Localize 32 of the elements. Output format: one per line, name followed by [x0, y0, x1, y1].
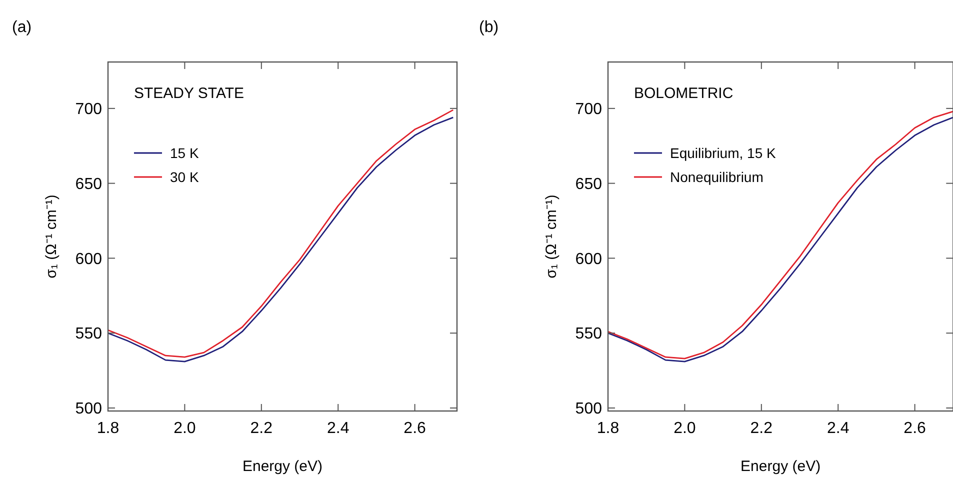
y-tick-label: 650 [75, 176, 102, 193]
x-tick-label: 2.4 [826, 420, 850, 437]
y-tick-label: 700 [575, 101, 602, 118]
x-tick-label: 2.4 [326, 420, 350, 437]
legend-label: 30 K [170, 168, 200, 185]
annotation: BOLOMETRIC [634, 85, 734, 102]
legend-label: 15 K [170, 144, 200, 161]
y-tick-label: 600 [575, 250, 602, 268]
x-tick-label: 2.2 [750, 420, 773, 437]
legend-label: Equilibrium, 15 K [670, 144, 776, 161]
x-axis-title: Energy (eV) [740, 458, 821, 475]
y-tick-label: 700 [75, 101, 102, 118]
chart-title: (b) [479, 19, 499, 36]
x-axis-title: Energy (eV) [242, 458, 323, 475]
y-tick-label: 550 [575, 326, 602, 343]
x-tick-label: 1.8 [596, 420, 620, 437]
y-tick-label: 550 [75, 326, 102, 343]
y-axis-title: σ₁ (Ω⁻¹ cm⁻¹) [543, 194, 560, 278]
x-tick-label: 2.0 [674, 420, 696, 437]
y-axis-title: σ₁ (Ω⁻¹ cm⁻¹) [43, 194, 60, 278]
annotation: STEADY STATE [134, 85, 244, 102]
y-tick-label: 600 [75, 250, 102, 268]
x-tick-label: 2.6 [904, 420, 926, 437]
legend-label: Nonequilibrium [670, 168, 764, 185]
x-tick-label: 2.6 [404, 420, 426, 437]
y-tick-label: 500 [75, 400, 102, 418]
chart-title: (a) [12, 19, 32, 36]
x-tick-label: 2.0 [174, 420, 196, 437]
y-tick-label: 500 [575, 400, 602, 418]
y-tick-label: 650 [575, 176, 602, 193]
x-tick-label: 1.8 [96, 420, 120, 437]
x-tick-label: 2.2 [250, 420, 273, 437]
